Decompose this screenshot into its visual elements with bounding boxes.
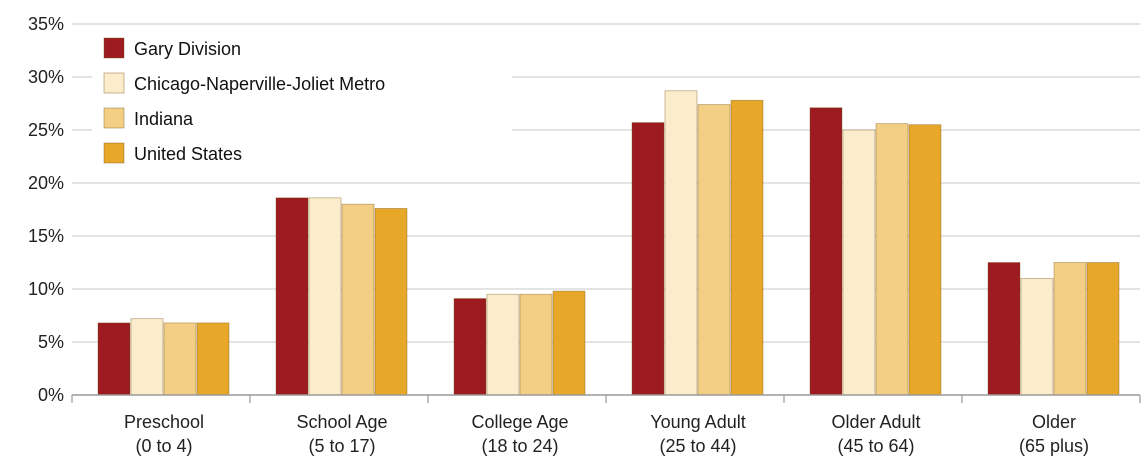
legend: Gary Division Chicago-Naperville-Joliet M…: [92, 30, 512, 178]
y-tick-label: 5%: [38, 332, 64, 352]
bar: [341, 203, 375, 396]
x-tick-label: Older Adult (45 to 64): [831, 412, 920, 456]
legend-swatch: [103, 142, 125, 164]
y-tick-label: 10%: [28, 279, 64, 299]
x-axis: [71, 394, 1141, 403]
legend-background: [92, 30, 512, 178]
bar: [1053, 262, 1087, 396]
bar: [875, 123, 909, 396]
x-tick-label: School Age (5 to 17): [296, 412, 387, 456]
x-tick-label: College Age (18 to 24): [471, 412, 568, 456]
legend-swatch: [103, 37, 125, 59]
bar: [809, 107, 843, 396]
bar: [1020, 277, 1054, 396]
y-tick-label: 25%: [28, 120, 64, 140]
legend-swatch: [103, 107, 125, 129]
bar: [374, 208, 408, 396]
bar: [163, 322, 197, 396]
x-tick-label: Older (65 plus): [1019, 412, 1089, 456]
x-axis-labels: Preschool (0 to 4) School Age (5 to 17) Coll…: [124, 412, 1089, 456]
bar: [196, 322, 230, 396]
y-tick-label: 20%: [28, 173, 64, 193]
bar: [664, 90, 698, 396]
bar: [552, 290, 586, 396]
y-tick-label: 0%: [38, 385, 64, 405]
bar: [97, 322, 131, 396]
bar: [519, 293, 553, 396]
legend-label: Indiana: [134, 109, 194, 129]
bar: [987, 262, 1021, 396]
bar: [842, 129, 876, 396]
bars: [97, 90, 1120, 396]
bar: [730, 99, 764, 396]
bar: [1086, 262, 1120, 396]
legend-label: Gary Division: [134, 39, 241, 59]
bar: [631, 122, 665, 396]
bar: [908, 124, 942, 396]
y-tick-label: 35%: [28, 14, 64, 34]
bar: [275, 197, 309, 396]
bar: [308, 197, 342, 396]
x-tick-label: Preschool (0 to 4): [124, 412, 204, 456]
y-tick-label: 30%: [28, 67, 64, 87]
bar: [130, 318, 164, 396]
bar: [453, 298, 487, 396]
y-tick-label: 15%: [28, 226, 64, 246]
legend-swatch: [103, 72, 125, 94]
bar: [486, 293, 520, 396]
x-tick-label: Young Adult (25 to 44): [650, 412, 745, 456]
y-axis-ticks: 0% 5% 10% 15% 20% 25% 30% 35%: [28, 14, 64, 405]
legend-label: Chicago-Naperville-Joliet Metro: [134, 74, 385, 94]
legend-label: United States: [134, 144, 242, 164]
bar: [697, 104, 731, 396]
